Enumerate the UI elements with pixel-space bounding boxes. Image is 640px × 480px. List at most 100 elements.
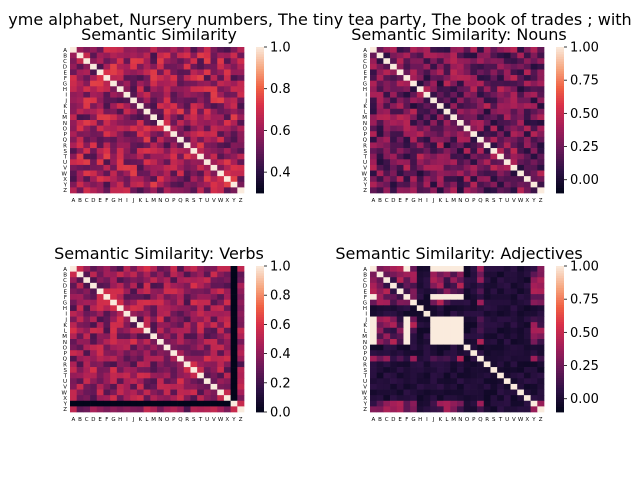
heatmap-cell <box>530 58 538 65</box>
heatmap-cell <box>430 120 438 126</box>
heatmap-cell <box>183 75 191 82</box>
heatmap-cell <box>403 103 411 110</box>
heatmap-cell <box>457 288 465 295</box>
heatmap-cell <box>237 181 245 188</box>
colorbar-tick-label: 0.4 <box>270 347 291 362</box>
heatmap-cell <box>70 142 78 149</box>
heatmap-cell <box>83 310 91 317</box>
heatmap-cell <box>436 148 444 155</box>
heatmap-cell <box>210 327 218 334</box>
heatmap-cell <box>503 333 511 340</box>
heatmap-cell <box>103 350 111 357</box>
heatmap-cell <box>470 310 478 317</box>
heatmap-cell <box>76 153 84 160</box>
colorbar-tick-label: 1.00 <box>570 260 599 275</box>
heatmap-cell <box>443 355 451 362</box>
heatmap-cell <box>450 153 458 160</box>
heatmap-cell <box>190 344 198 351</box>
heatmap-cell <box>76 114 84 121</box>
heatmap-cell <box>450 339 458 345</box>
heatmap-cell <box>416 344 424 351</box>
heatmap-cell <box>76 80 84 87</box>
heatmap-cell <box>403 148 411 155</box>
heatmap-cell <box>190 350 198 357</box>
heatmap-cell <box>403 305 411 312</box>
heatmap-cell <box>530 159 538 166</box>
heatmap-cell <box>403 47 411 53</box>
heatmap-cell <box>136 383 144 390</box>
heatmap-cell <box>197 187 205 194</box>
heatmap-cell <box>416 355 424 362</box>
heatmap-cell <box>436 47 444 53</box>
heatmap-cell <box>103 305 111 312</box>
heatmap-cell <box>103 316 111 323</box>
colorbar-segment <box>256 358 264 362</box>
heatmap-cell <box>170 148 178 155</box>
colorbar-segment <box>256 132 264 135</box>
heatmap-cell <box>130 299 138 306</box>
heatmap-cell <box>477 75 485 82</box>
heatmap-cell <box>177 361 185 368</box>
heatmap-cell <box>370 372 378 379</box>
heatmap-cell <box>103 333 111 340</box>
heatmap-cell <box>423 159 431 166</box>
heatmap-cell <box>370 310 378 317</box>
heatmap-cell <box>237 176 245 183</box>
heatmap-cell <box>230 86 238 93</box>
heatmap-cell <box>110 299 118 306</box>
x-tick-label: A <box>71 198 75 204</box>
heatmap-cell <box>197 367 205 374</box>
heatmap-cell <box>523 170 531 177</box>
heatmap-cell <box>430 63 438 70</box>
heatmap-cell <box>83 350 91 357</box>
heatmap-cell <box>197 266 205 272</box>
heatmap-cell <box>457 327 465 334</box>
heatmap-cell <box>157 339 165 345</box>
heatmap-cell <box>223 58 231 65</box>
heatmap-cell <box>436 170 444 177</box>
heatmap-cell <box>383 63 391 70</box>
heatmap-cell <box>430 142 438 149</box>
heatmap-cell <box>230 136 238 143</box>
colorbar-segment <box>556 297 564 301</box>
heatmap-cell <box>463 350 471 357</box>
colorbar-segment <box>256 100 264 104</box>
heatmap-cell <box>383 333 391 340</box>
heatmap-cell <box>96 176 104 183</box>
colorbar-segment <box>256 54 264 58</box>
y-tick-label: B <box>63 272 67 278</box>
heatmap-cell <box>76 131 84 138</box>
heatmap-cell <box>457 406 465 413</box>
heatmap-cell <box>217 153 225 160</box>
heatmap-cell <box>170 80 178 87</box>
y-tick-label: J <box>364 317 367 323</box>
heatmap-cell <box>223 372 231 379</box>
heatmap-cell <box>190 266 198 272</box>
heatmap-cell <box>190 114 198 121</box>
heatmap-cell <box>76 395 84 402</box>
heatmap-cell <box>537 80 545 87</box>
heatmap-cell <box>163 86 171 93</box>
heatmap-cell <box>416 159 424 166</box>
heatmap-cell <box>390 294 398 301</box>
heatmap-cell <box>463 322 471 329</box>
heatmap-cell <box>376 176 384 183</box>
heatmap-cell <box>537 361 545 368</box>
y-tick-label: Q <box>63 138 68 144</box>
heatmap-cell <box>530 187 538 194</box>
heatmap-cell <box>530 395 538 402</box>
heatmap-cell <box>103 389 111 396</box>
heatmap-cell <box>90 282 98 289</box>
heatmap-cell <box>390 350 398 357</box>
heatmap-cell <box>497 288 505 295</box>
colorbar-tick-label: 0.0 <box>270 406 291 421</box>
heatmap-cell <box>203 47 211 53</box>
heatmap-cell <box>483 170 491 177</box>
heatmap-cell <box>170 288 178 295</box>
heatmap-cell <box>457 159 465 166</box>
heatmap-cell <box>170 400 178 407</box>
colorbar-tick-label: 0.50 <box>570 326 599 341</box>
heatmap-cell <box>470 86 478 93</box>
heatmap-cell <box>390 91 398 98</box>
x-tick-label: O <box>465 198 470 204</box>
